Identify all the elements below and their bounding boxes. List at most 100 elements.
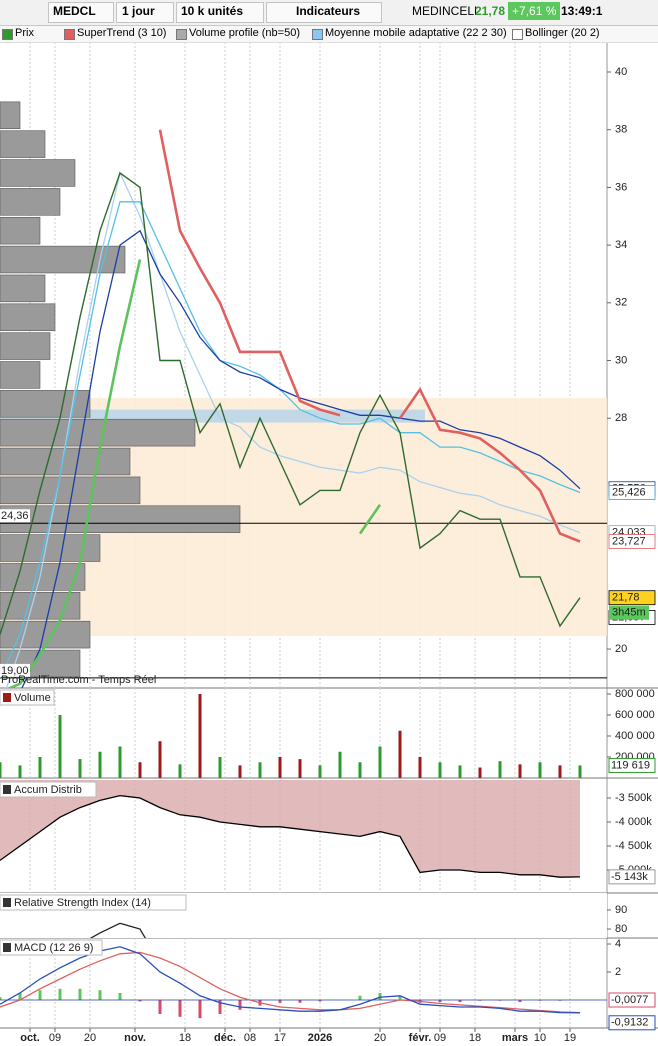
x-tick-label: 20 xyxy=(84,1032,96,1044)
volume-bar xyxy=(478,767,482,778)
legend-swatch xyxy=(64,29,75,40)
x-tick-label: 18 xyxy=(469,1032,481,1044)
last-label-bg xyxy=(608,869,656,885)
price-label: 21,78 xyxy=(612,592,640,604)
volume-bar xyxy=(258,762,262,778)
units-box[interactable] xyxy=(176,2,264,23)
x-tick-label: 2026 xyxy=(308,1032,332,1044)
panel-title-bg xyxy=(0,939,103,956)
panel-title: Volume xyxy=(14,692,51,704)
volume-profile-bar xyxy=(0,159,76,187)
hline-label: 19,00 xyxy=(1,665,29,677)
price-label-bg xyxy=(608,485,656,500)
y-tick-label: 20 xyxy=(615,643,627,655)
period-box[interactable] xyxy=(116,2,174,23)
supertrend-line xyxy=(6,259,142,688)
panel-title: Accum Distrib xyxy=(14,784,82,796)
histogram-bar xyxy=(0,997,2,1001)
period[interactable]: 1 jour xyxy=(122,4,155,18)
volume-bar xyxy=(578,765,582,778)
volume-bar xyxy=(518,764,522,778)
clock: 13:49:1 xyxy=(561,4,603,18)
histogram-bar xyxy=(138,1000,142,1002)
legend-item[interactable]: Prix xyxy=(15,27,34,39)
y-tick-label: 40 xyxy=(615,66,627,78)
line xyxy=(21,229,581,688)
last-label: -0,0077 xyxy=(611,994,648,1006)
volume-profile-bar xyxy=(0,390,91,418)
line xyxy=(0,794,581,878)
panel-title-icon xyxy=(3,898,11,907)
indicators[interactable]: Indicateurs xyxy=(296,4,361,18)
legend: Prix SuperTrend (3 10) Volume profile (n… xyxy=(0,26,658,43)
last-label: -5 143k xyxy=(611,871,648,883)
panel-title: Relative Strength Index (14) xyxy=(14,897,151,909)
panel xyxy=(0,42,607,688)
histogram-bar xyxy=(298,1000,302,1003)
x-tick-label: 18 xyxy=(179,1032,191,1044)
histogram-bar xyxy=(38,990,42,1001)
x-tick-label: nov. xyxy=(124,1032,146,1044)
y-tick-label: 400 000 xyxy=(615,730,655,742)
volume-bar xyxy=(438,762,442,778)
volume-profile-bar xyxy=(0,188,61,216)
line xyxy=(0,946,581,1014)
legend-item[interactable]: Volume profile (nb=50) xyxy=(189,27,300,39)
units[interactable]: 10 k unités xyxy=(181,4,244,18)
toolbar: MEDCL 1 jour 10 k unités Indicateurs MED… xyxy=(0,0,658,26)
panel xyxy=(0,688,582,778)
x-tick-label: 10 xyxy=(534,1032,546,1044)
line xyxy=(0,171,581,635)
volume-bar xyxy=(78,759,82,778)
y-tick-label: 36 xyxy=(615,181,627,193)
panel-title-icon xyxy=(3,693,11,702)
volume-bar xyxy=(538,762,542,778)
volume-bar xyxy=(218,756,222,778)
supertrend-line xyxy=(358,504,382,535)
legend-item[interactable]: Bollinger (20 2) xyxy=(525,27,600,39)
legend-item[interactable]: SuperTrend (3 10) xyxy=(77,27,167,39)
symbol[interactable]: MEDCL xyxy=(53,4,96,18)
price-label: 25,426 xyxy=(612,486,646,498)
y-tick-label: 38 xyxy=(615,124,627,136)
histogram-bar xyxy=(318,1000,322,1002)
volume-profile-bar xyxy=(0,274,46,303)
hline-label-bg xyxy=(0,663,30,677)
hline-label-bg xyxy=(0,509,30,523)
volume-profile-bar xyxy=(0,505,241,533)
histogram-bar xyxy=(78,988,82,1001)
legend-item[interactable]: Moyenne mobile adaptative (22 2 30) xyxy=(325,27,507,39)
watermark: ProRealTime.com - Temps Réel xyxy=(1,674,156,686)
price-label: 23,727 xyxy=(612,535,646,547)
last-label-bg xyxy=(608,1015,656,1031)
volume-profile-bar xyxy=(0,418,196,447)
legend-swatch xyxy=(176,29,187,40)
volume-bar xyxy=(378,746,382,778)
indicators-box[interactable] xyxy=(266,2,382,23)
last-label-bg xyxy=(608,992,656,1008)
volume-profile-bar xyxy=(0,216,41,245)
line xyxy=(5,171,581,688)
area xyxy=(0,780,580,878)
y-tick-label: -3 500k xyxy=(615,792,652,804)
last-label: -0,9132 xyxy=(611,1017,648,1029)
symbol-box[interactable] xyxy=(48,2,114,23)
legend-checkbox[interactable] xyxy=(512,29,523,40)
volume-bar xyxy=(0,762,2,778)
last-label-bg xyxy=(608,757,656,773)
x-tick-label: févr. xyxy=(409,1032,432,1044)
last-label: 119 619 xyxy=(611,759,650,771)
volume-profile-bar xyxy=(0,476,141,505)
instrument-name: MEDINCELL xyxy=(412,4,481,18)
volume-bar xyxy=(18,765,22,778)
last-price: 21,78 xyxy=(475,4,506,18)
histogram-bar xyxy=(178,1000,182,1017)
countdown-bg xyxy=(609,605,649,620)
x-tick-label: déc. xyxy=(214,1032,236,1044)
histogram-bar xyxy=(518,1000,522,1003)
volume-bar xyxy=(458,765,462,778)
y-tick-label: -4 500k xyxy=(615,840,652,852)
volume-bar xyxy=(158,741,162,778)
y-tick-label: 80 xyxy=(615,923,627,935)
